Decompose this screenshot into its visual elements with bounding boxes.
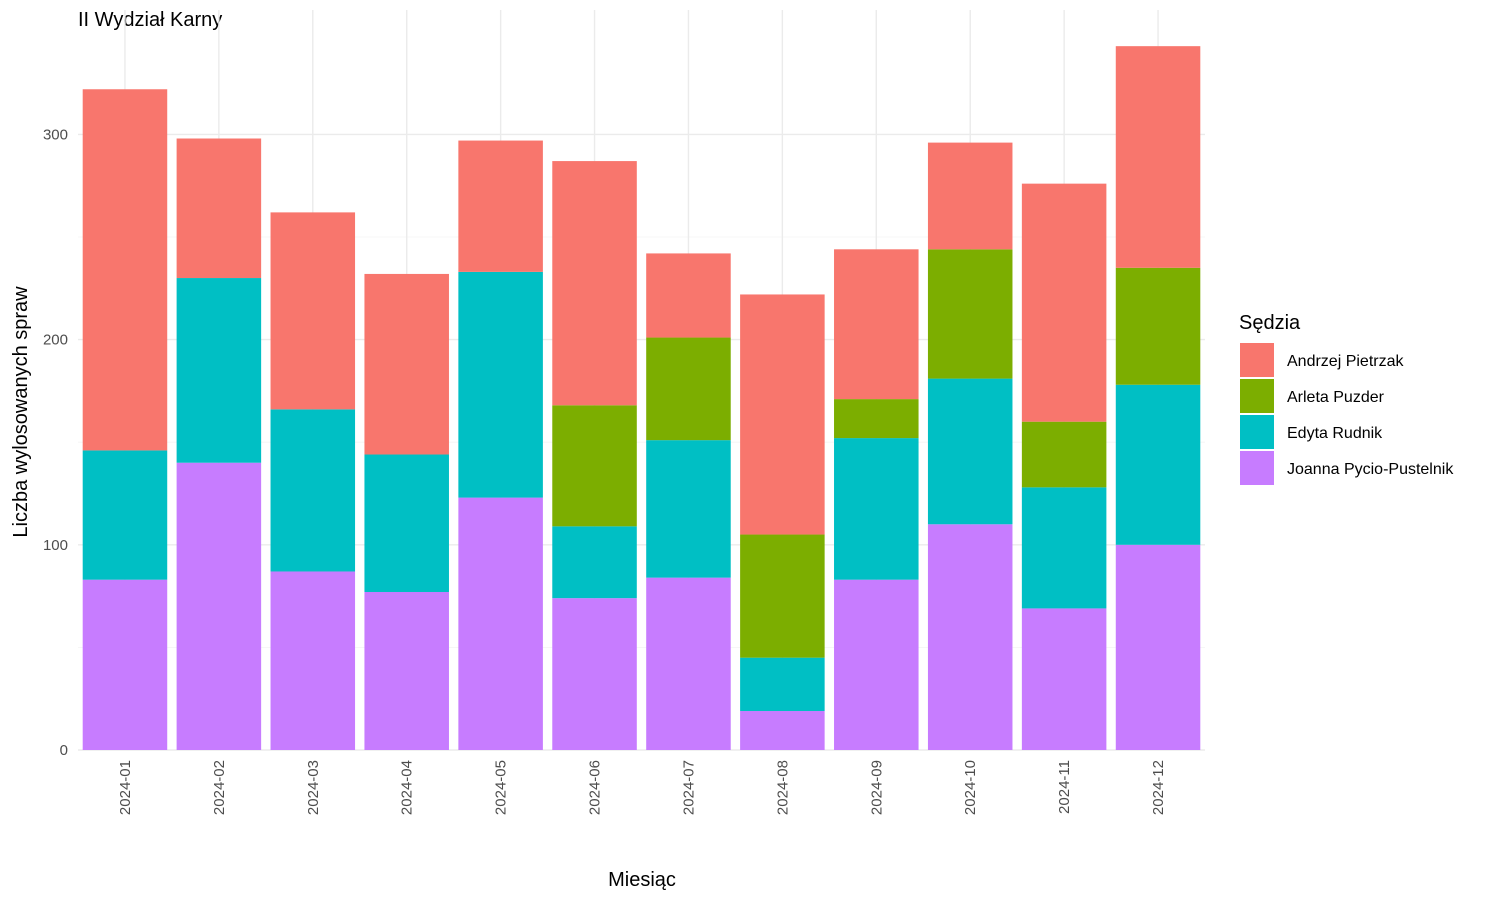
x-axis-ticks: 2024-01 2024-02 2024-03 2024-04 2024-05 2024-…	[117, 760, 1167, 815]
bar-segment	[176, 278, 262, 463]
x-tick-label: 2024-06	[587, 760, 604, 815]
legend-label: Edyta Rudnik	[1287, 425, 1383, 442]
x-tick-label: 2024-02	[211, 760, 228, 815]
bar-segment	[927, 378, 1013, 525]
bars	[82, 46, 1201, 750]
bar-segment	[1115, 544, 1201, 750]
legend-swatch	[1240, 343, 1274, 377]
bar-segment	[82, 89, 168, 451]
bar-segment	[740, 294, 825, 535]
x-tick-label: 2024-04	[399, 760, 416, 815]
bar-segment	[1115, 267, 1201, 385]
bar-segment	[740, 534, 825, 658]
bar-segment	[740, 711, 825, 750]
legend-label: Arleta Puzder	[1287, 389, 1385, 406]
bar-segment	[646, 440, 731, 578]
legend-swatch	[1240, 415, 1274, 449]
legend-label: Andrzej Pietrzak	[1287, 353, 1404, 370]
bar-segment	[364, 454, 449, 592]
legend-title: Sędzia	[1239, 312, 1301, 334]
bar-segment	[82, 579, 168, 750]
y-tick-label: 0	[60, 742, 68, 759]
legend-swatch	[1240, 451, 1274, 485]
bar-segment	[740, 657, 825, 712]
bar-segment	[176, 462, 262, 750]
bar-segment	[646, 337, 731, 441]
y-tick-label: 200	[43, 332, 68, 349]
bar-segment	[458, 271, 543, 498]
bar-segment	[82, 450, 168, 580]
bar-segment	[552, 598, 637, 750]
bar-segment	[270, 571, 356, 750]
bar-segment	[364, 273, 449, 455]
bar-segment	[927, 249, 1013, 379]
bar-segment	[834, 249, 919, 400]
x-tick-label: 2024-11	[1056, 760, 1073, 814]
x-tick-label: 2024-01	[117, 760, 134, 815]
bar-segment	[270, 212, 356, 410]
y-axis-ticks: 0 100 200 300	[43, 126, 68, 759]
bar-segment	[1115, 46, 1201, 268]
x-tick-label: 2024-03	[305, 760, 322, 815]
x-tick-label: 2024-10	[962, 760, 979, 815]
bar-segment	[1021, 421, 1107, 488]
bar-segment	[270, 409, 356, 572]
bar-segment	[552, 161, 637, 406]
bar-segment	[927, 524, 1013, 750]
bar-segment	[458, 497, 543, 750]
legend-swatch	[1240, 379, 1274, 413]
x-tick-label: 2024-08	[774, 760, 791, 815]
bar-segment	[834, 579, 919, 750]
chart-title: II Wydział Karny	[78, 9, 222, 31]
bar-segment	[1021, 487, 1107, 609]
bar-segment	[834, 438, 919, 580]
y-tick-label: 100	[43, 537, 68, 554]
bar-segment	[646, 577, 731, 750]
x-tick-label: 2024-12	[1150, 760, 1167, 815]
legend-label: Joanna Pycio-Pustelnik	[1287, 461, 1454, 478]
legend: Sędzia Andrzej Pietrzak Arleta Puzder Edyt…	[1239, 312, 1454, 485]
bar-segment	[834, 399, 919, 439]
bar-segment	[552, 526, 637, 599]
bar-segment	[458, 140, 543, 272]
bar-segment	[1115, 384, 1201, 545]
x-axis-title: Miesiąc	[608, 869, 676, 891]
y-axis-title: Liczba wylosowanych spraw	[10, 286, 32, 538]
bar-segment	[927, 142, 1013, 250]
bar-segment	[646, 253, 731, 338]
x-tick-label: 2024-09	[868, 760, 885, 815]
x-tick-label: 2024-05	[493, 760, 510, 815]
bar-segment	[364, 591, 449, 750]
bar-segment	[1021, 608, 1107, 750]
bar-segment	[176, 138, 262, 279]
bar-segment	[1021, 183, 1107, 422]
bar-segment	[552, 405, 637, 527]
x-tick-label: 2024-07	[680, 760, 697, 815]
y-tick-label: 300	[43, 126, 68, 143]
